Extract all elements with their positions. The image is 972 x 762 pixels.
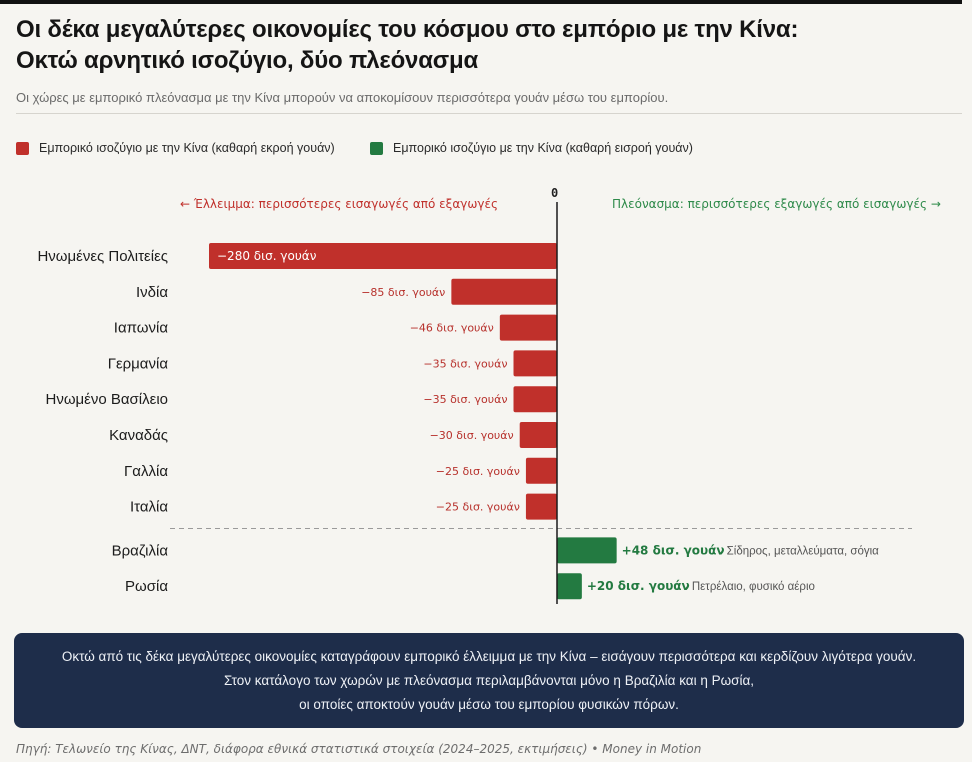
bar-0 <box>209 243 557 269</box>
summary-line1: Οκτώ από τις δέκα μεγαλύτερες οικονομίες… <box>61 649 917 664</box>
top-rule <box>0 0 962 4</box>
bar-2 <box>499 314 557 341</box>
summary-box: Οκτώ από τις δέκα μεγαλύτερες οικονομίες… <box>14 633 964 728</box>
country-label-8: Βραζιλία <box>112 542 169 559</box>
bar-3 <box>513 350 557 377</box>
chart-subtitle: Οι χώρες με εμπορικό πλεόνασμα με την Κί… <box>16 90 669 105</box>
country-label-9: Ρωσία <box>125 578 168 595</box>
country-label-6: Γαλλία <box>124 463 168 480</box>
annotation-8: Σίδηρος, μεταλλεύματα, σόγια <box>727 545 880 557</box>
legend-swatch-surplus <box>370 141 383 155</box>
bar-1 <box>451 278 557 305</box>
legend-swatch-deficit <box>16 141 29 155</box>
value-label-0: −280 δισ. γουάν <box>217 249 317 263</box>
country-label-2: Ιαπωνία <box>114 320 169 337</box>
surplus-hint: Πλεόνασμα: περισσότερες εξαγωγές από εισ… <box>612 197 941 211</box>
summary-line3: οι οποίες αποκτούν γουάν μέσω του εμπορί… <box>299 697 679 712</box>
value-label-9: +20 δισ. γουάν <box>587 579 690 593</box>
bar-6 <box>525 457 557 484</box>
value-label-5: −30 δισ. γουάν <box>430 429 514 442</box>
bar-9 <box>557 573 582 600</box>
deficit-hint: ← Έλλειμμα: περισσότερες εισαγωγές από ε… <box>180 197 499 211</box>
source-footer: Πηγή: Τελωνείο της Κίνας, ΔΝΤ, διάφορα ε… <box>16 742 702 756</box>
value-label-4: −35 δισ. γουάν <box>423 393 507 406</box>
chart-title: Οι δέκα μεγαλύτερες οικονομίες του κόσμο… <box>16 14 798 76</box>
bar-8 <box>557 537 617 564</box>
legend-label-deficit: Εμπορικό ισοζύγιο με την Κίνα (καθαρή εκ… <box>39 141 335 155</box>
bar-7 <box>525 493 557 520</box>
bar-4 <box>513 386 557 413</box>
country-label-7: Ιταλία <box>130 499 168 516</box>
subtitle-divider <box>16 113 962 114</box>
legend-item-surplus: Εμπορικό ισοζύγιο με την Κίνα (καθαρή ει… <box>370 141 693 155</box>
value-label-8: +48 δισ. γουάν <box>622 543 725 557</box>
country-label-4: Ηνωμένο Βασίλειο <box>45 391 168 408</box>
zero-axis-label: 0 <box>551 186 559 200</box>
value-label-1: −85 δισ. γουάν <box>361 286 445 299</box>
country-label-0: Ηνωμένες Πολιτείες <box>37 248 168 265</box>
summary-line2: Στον κατάλογο των χωρών με πλεόνασμα περ… <box>223 673 755 688</box>
bar-5 <box>519 422 557 448</box>
legend-label-surplus: Εμπορικό ισοζύγιο με την Κίνα (καθαρή ει… <box>393 141 693 155</box>
value-label-2: −46 δισ. γουάν <box>410 322 494 335</box>
country-label-5: Καναδάς <box>109 427 168 444</box>
value-label-3: −35 δισ. γουάν <box>423 357 507 370</box>
country-label-3: Γερμανία <box>108 355 169 372</box>
value-label-6: −25 δισ. γουάν <box>436 465 520 478</box>
legend-item-deficit: Εμπορικό ισοζύγιο με την Κίνα (καθαρή εκ… <box>16 141 335 155</box>
country-label-1: Ινδία <box>136 284 168 301</box>
value-label-7: −25 δισ. γουάν <box>436 501 520 514</box>
annotation-9: Πετρέλαιο, φυσικό αέριο <box>692 581 815 593</box>
chart-title-line1: Οι δέκα μεγαλύτερες οικονομίες του κόσμο… <box>16 16 799 43</box>
chart-title-line2: Οκτώ αρνητικό ισοζύγιο, δύο πλεόνασμα <box>16 47 479 74</box>
